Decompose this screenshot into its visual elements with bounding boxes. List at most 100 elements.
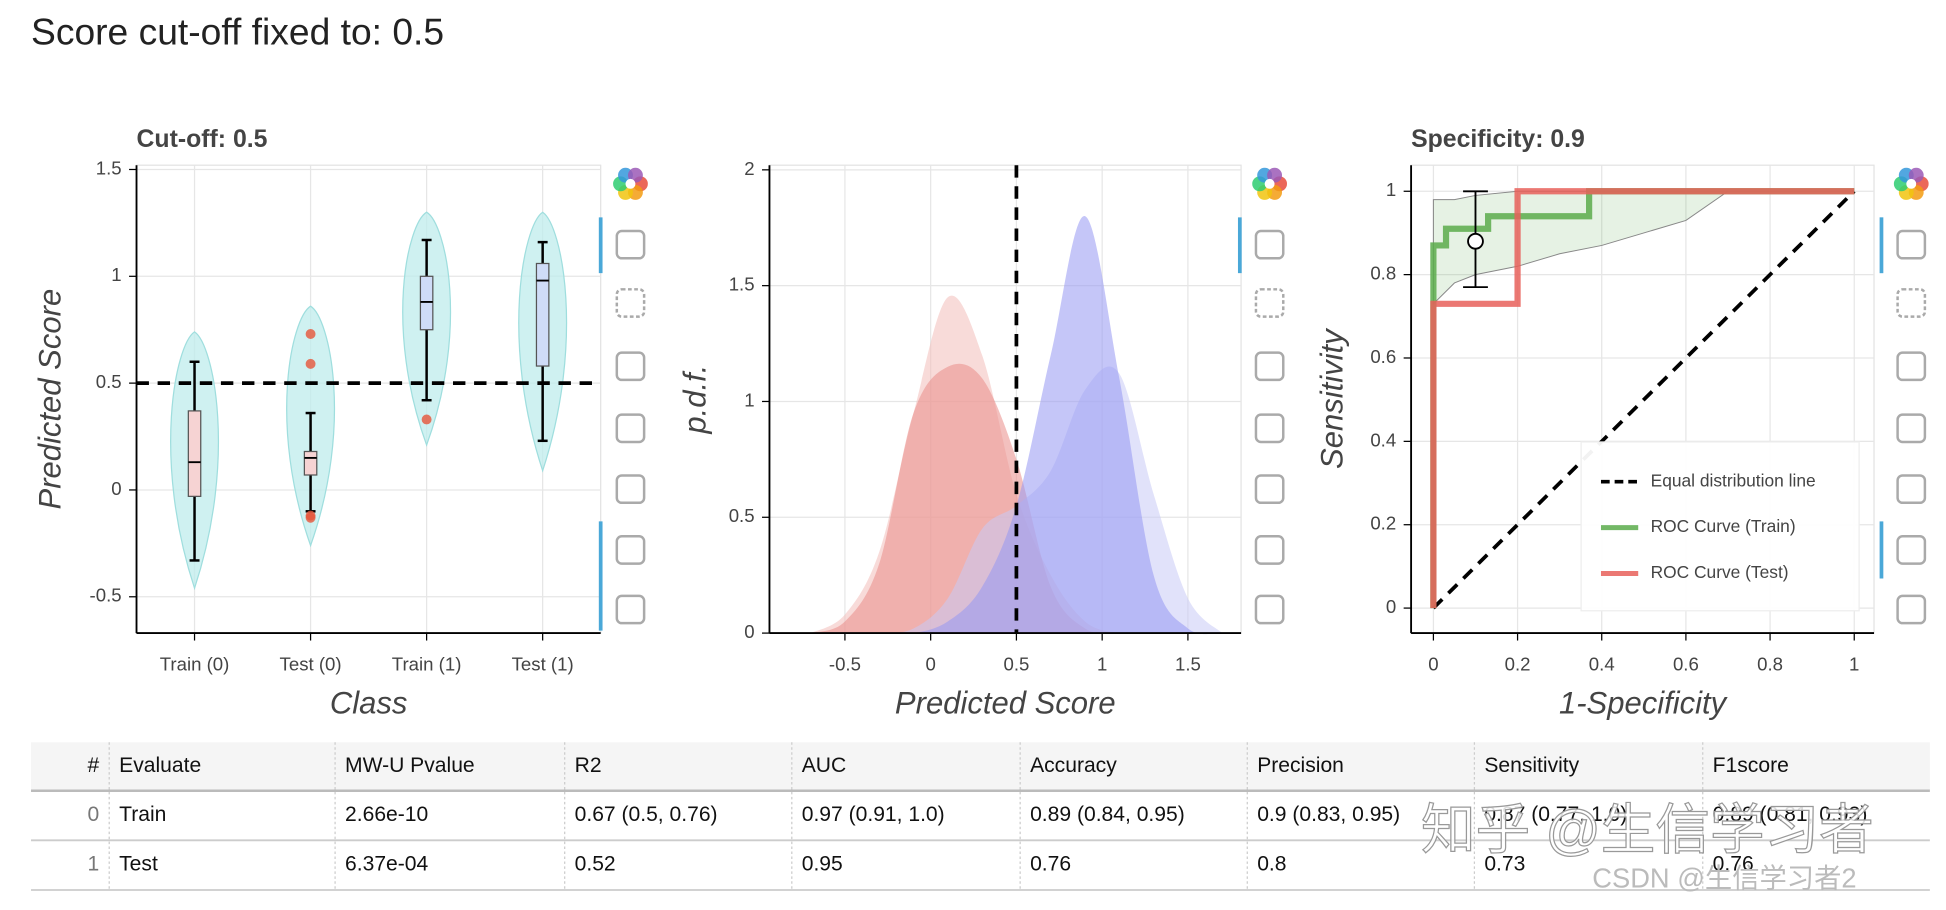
toolbar-button[interactable]	[1896, 535, 1927, 565]
x-axis-label: 1-Specificity	[1559, 685, 1729, 720]
toolbar-button[interactable]	[1254, 594, 1285, 625]
toolbar-button[interactable]	[615, 413, 646, 444]
y-tick-label: 0.2	[1370, 513, 1396, 534]
toolbar-button[interactable]	[1896, 229, 1927, 260]
toolbar-button[interactable]	[615, 288, 646, 318]
toolbar-button[interactable]	[615, 594, 646, 625]
toolbar-button[interactable]	[1254, 413, 1285, 444]
toolbar-button[interactable]	[1254, 474, 1285, 505]
y-tick-label: 0.5	[729, 505, 755, 526]
table-cell: 0.52	[575, 853, 616, 876]
toolbar-button[interactable]	[1254, 351, 1285, 382]
outlier	[305, 358, 316, 369]
roc-line	[1430, 188, 1855, 609]
y-tick-label: 0	[1386, 596, 1396, 617]
toolbar-logo	[625, 178, 636, 189]
table-header-cell: AUC	[802, 754, 847, 777]
x-tick-label: 0	[1428, 653, 1438, 674]
table-header-cell: Precision	[1257, 754, 1344, 777]
y-tick-label: 1	[111, 264, 121, 285]
table-header-bg	[31, 742, 1930, 791]
roc-line	[1432, 189, 1856, 610]
toolbar-button[interactable]	[1254, 229, 1285, 260]
toolbar-logo	[627, 167, 643, 183]
outlier	[421, 414, 432, 425]
toolbar-button[interactable]	[1254, 288, 1285, 318]
table-header-cell: MW-U Pvalue	[345, 754, 475, 777]
y-axis-label: Sensitivity	[1314, 327, 1349, 469]
box	[187, 410, 202, 497]
table-cell: 0.89 (0.84, 0.95)	[1030, 803, 1185, 826]
y-tick-label: 1.5	[96, 157, 122, 178]
toolbar-button[interactable]	[1896, 474, 1927, 505]
x-tick-label: 1	[1849, 653, 1859, 674]
table-cell: 0.89 (0.81, 0.93)	[1713, 803, 1868, 826]
table-cell: 0.73	[1484, 853, 1525, 876]
panel-title: Cut-off: 0.5	[137, 126, 268, 153]
y-axis-label: p.d.f.	[678, 365, 713, 435]
error-point	[1467, 232, 1484, 250]
x-tick-label: 0.6	[1673, 653, 1699, 674]
toolbar-button[interactable]	[1896, 413, 1927, 444]
x-tick-label: 0.5	[1003, 653, 1029, 674]
toolbar-logo	[1906, 178, 1917, 189]
toolbar-logo	[1267, 167, 1283, 183]
y-tick-label: 0.8	[1370, 263, 1396, 284]
x-tick-label: Train (1)	[392, 653, 462, 674]
table-cell: 0.67 (0.5, 0.76)	[575, 803, 718, 826]
y-tick-label: 0.6	[1370, 346, 1396, 367]
toolbar-button[interactable]	[1254, 535, 1285, 565]
outlier	[305, 512, 316, 523]
table-header-cell: Sensitivity	[1484, 754, 1579, 777]
y-tick-label: 1	[744, 389, 754, 410]
toolbar-button[interactable]	[1896, 351, 1927, 382]
table-cell: 0.87 (0.77, 1.0)	[1484, 803, 1627, 826]
x-tick-label: 1	[1097, 653, 1107, 674]
x-axis-label: Predicted Score	[895, 685, 1116, 720]
toolbar-button[interactable]	[615, 229, 646, 260]
toolbar-logo	[1908, 167, 1924, 183]
table-cell: 0.76	[1030, 853, 1071, 876]
x-tick-label: Test (0)	[280, 653, 342, 674]
x-tick-label: -0.5	[829, 653, 861, 674]
toolbar-button[interactable]	[615, 535, 646, 565]
density-area	[810, 216, 1223, 635]
y-axis-label: Predicted Score	[32, 289, 67, 510]
y-tick-label: 1	[1386, 179, 1396, 200]
y-tick-label: 0.4	[1370, 429, 1396, 450]
y-tick-label: 0	[111, 478, 121, 499]
x-tick-label: 0.4	[1589, 653, 1615, 674]
table-header-cell: #	[88, 754, 100, 777]
x-tick-label: 1.5	[1175, 653, 1201, 674]
table-cell: 0.97 (0.91, 1.0)	[802, 803, 945, 826]
legend-label: Equal distribution line	[1651, 470, 1816, 490]
x-tick-label: 0.8	[1757, 653, 1783, 674]
table-row-index: 1	[88, 853, 100, 876]
table-header-cell: Accuracy	[1030, 754, 1117, 777]
y-tick-label: -0.5	[90, 585, 122, 606]
toolbar-button[interactable]	[615, 351, 646, 382]
table-header-cell: Evaluate	[119, 754, 201, 777]
box	[419, 275, 434, 331]
y-tick-label: 0.5	[96, 371, 122, 392]
toolbar-button[interactable]	[1896, 288, 1927, 318]
watermark: 知乎 @生信学习者	[1421, 800, 1874, 861]
table-header-cell: R2	[575, 754, 602, 777]
panel-title: Specificity: 0.9	[1411, 126, 1585, 153]
table-cell: 0.95	[802, 853, 843, 876]
toolbar-button[interactable]	[1896, 594, 1927, 625]
table-cell: 0.8	[1257, 853, 1286, 876]
toolbar-logo	[1264, 178, 1275, 189]
density-area	[810, 363, 1223, 634]
legend-label: ROC Curve (Train)	[1651, 516, 1796, 536]
toolbar-button[interactable]	[615, 474, 646, 505]
table-header-cell: F1score	[1713, 754, 1789, 777]
outlier	[305, 329, 316, 339]
y-tick-label: 0	[744, 621, 754, 642]
x-axis-label: Class	[330, 685, 408, 720]
x-tick-label: 0	[925, 653, 935, 674]
y-tick-label: 1.5	[729, 274, 755, 295]
heading: Score cut-off fixed to: 0.5	[31, 11, 444, 53]
roc-line	[1430, 188, 1855, 609]
